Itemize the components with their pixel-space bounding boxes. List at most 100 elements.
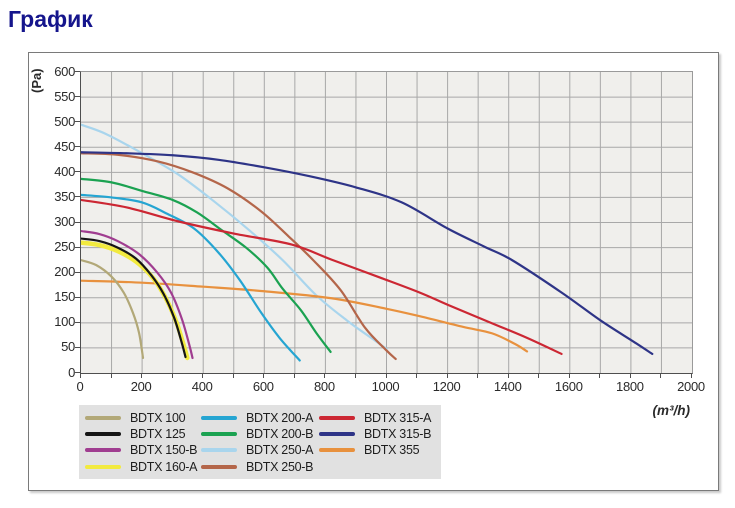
x-tick-mark	[324, 373, 326, 378]
legend-item: BDTX 125	[85, 426, 197, 442]
y-tick-mark	[75, 321, 80, 323]
legend-swatch-icon	[85, 416, 121, 421]
legend-label: BDTX 125	[130, 427, 186, 442]
y-tick-mark	[75, 271, 80, 273]
x-tick-mark	[263, 373, 265, 378]
y-tick-mark	[75, 346, 80, 348]
x-tick-label: 1600	[554, 379, 583, 394]
legend-label: BDTX 150-B	[130, 443, 198, 458]
legend-column: BDTX 315-A BDTX 315-B BDTX 355	[319, 410, 431, 459]
legend-label: BDTX 355	[364, 443, 420, 458]
x-tick-mark	[477, 373, 479, 378]
y-tick-label: 450	[54, 138, 75, 154]
x-tick-label: 200	[130, 379, 152, 394]
x-tick-label: 400	[191, 379, 213, 394]
y-tick-label: 250	[54, 239, 75, 255]
y-tick-label: 50	[61, 339, 75, 355]
legend-item: BDTX 250-B	[201, 459, 313, 475]
x-tick-mark	[446, 373, 448, 378]
legend-swatch-icon	[85, 464, 121, 469]
x-tick-label: 0	[76, 379, 84, 394]
x-tick-label: 800	[313, 379, 335, 394]
series-line-bdtx-355	[81, 281, 527, 352]
x-tick-mark	[660, 373, 662, 378]
y-tick-mark	[75, 196, 80, 198]
y-tick-label: 600	[54, 63, 75, 79]
y-tick-mark	[75, 121, 80, 123]
y-tick-mark	[75, 296, 80, 298]
series-line-bdtx-250-b	[81, 153, 396, 359]
series-line-bdtx-315-b	[81, 152, 652, 354]
series-line-bdtx-100	[81, 260, 143, 358]
legend-label: BDTX 315-B	[364, 427, 432, 442]
series-line-bdtx-200-a	[81, 195, 300, 361]
legend-item: BDTX 200-B	[201, 426, 313, 442]
x-tick-mark	[110, 373, 112, 378]
x-tick-mark	[538, 373, 540, 378]
x-tick-mark	[507, 373, 509, 378]
legend-swatch-icon	[319, 416, 355, 421]
x-tick-label: 1400	[493, 379, 522, 394]
x-tick-mark	[171, 373, 173, 378]
x-tick-mark	[80, 373, 81, 378]
y-tick-mark	[75, 246, 80, 248]
x-tick-mark	[202, 373, 204, 378]
x-tick-label: 2000	[677, 379, 705, 394]
legend-item: BDTX 315-B	[319, 426, 431, 442]
legend-label: BDTX 250-A	[246, 443, 314, 458]
x-tick-mark	[141, 373, 143, 378]
legend-label: BDTX 250-B	[246, 459, 314, 474]
x-tick-mark	[691, 373, 692, 378]
x-tick-mark	[354, 373, 356, 378]
legend-item: BDTX 100	[85, 410, 197, 426]
legend-item: BDTX 160-A	[85, 459, 197, 475]
legend-label: BDTX 315-A	[364, 411, 432, 426]
x-tick-mark	[385, 373, 387, 378]
legend-item: BDTX 150-B	[85, 442, 197, 458]
legend-label: BDTX 160-A	[130, 459, 198, 474]
legend-item: BDTX 315-A	[319, 410, 431, 426]
legend-column: BDTX 100 BDTX 125 BDTX 150-B BDTX 160-A	[85, 410, 197, 475]
legend-swatch-icon	[319, 432, 355, 437]
plot-area	[80, 71, 693, 374]
legend-swatch-icon	[201, 464, 237, 469]
y-tick-mark	[75, 96, 80, 98]
x-tick-label: 600	[252, 379, 274, 394]
y-tick-mark	[75, 71, 80, 72]
legend-swatch-icon	[319, 448, 355, 453]
y-tick-mark	[75, 372, 80, 373]
y-tick-label: 0	[68, 364, 75, 380]
page-title: График	[8, 6, 93, 32]
legend-label: BDTX 100	[130, 411, 186, 426]
series-line-bdtx-315-a	[81, 200, 562, 354]
y-tick-label: 500	[54, 113, 75, 129]
legend-item: BDTX 250-A	[201, 442, 313, 458]
x-tick-mark	[293, 373, 295, 378]
x-tick-label: 1000	[371, 379, 400, 394]
x-tick-label: 1200	[432, 379, 461, 394]
chart-frame: (Pa) 0 50 100 150 200 250 300 350 400 450 500 550 60…	[28, 52, 719, 491]
x-tick-mark	[416, 373, 418, 378]
series-line-bdtx-150-b	[81, 231, 193, 358]
y-tick-label: 400	[54, 163, 75, 179]
x-tick-mark	[232, 373, 234, 378]
legend-swatch-icon	[85, 448, 121, 453]
legend: BDTX 100 BDTX 125 BDTX 150-B BDTX 160-A BDTX…	[79, 405, 441, 479]
y-tick-label: 550	[54, 88, 75, 104]
x-tick-mark	[629, 373, 631, 378]
y-tick-mark	[75, 171, 80, 173]
legend-swatch-icon	[201, 432, 237, 437]
fan-curves-plot	[81, 72, 692, 373]
legend-item: BDTX 355	[319, 442, 431, 458]
x-axis-label: (m³/h)	[652, 403, 691, 418]
series-line-bdtx-200-b	[81, 179, 331, 352]
legend-column: BDTX 200-A BDTX 200-B BDTX 250-A BDTX 250-B	[201, 410, 313, 475]
series-line-bdtx-250-a	[81, 125, 387, 349]
legend-swatch-icon	[85, 432, 121, 437]
series-line-bdtx-125	[81, 239, 185, 357]
legend-item: BDTX 200-A	[201, 410, 313, 426]
x-tick-label: 1800	[616, 379, 644, 394]
legend-swatch-icon	[201, 448, 237, 453]
y-tick-label: 300	[54, 214, 75, 229]
